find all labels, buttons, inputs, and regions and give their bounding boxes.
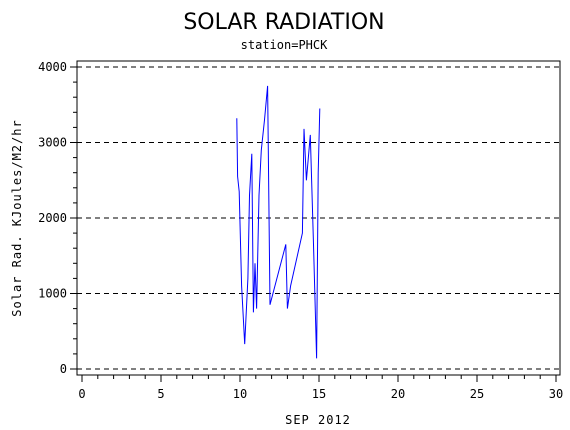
- y-tick-label-1000: 1000: [38, 287, 67, 301]
- gridlines: [77, 66, 560, 370]
- x-tick-labels: 0 5 10 15 20 25 30: [78, 387, 563, 401]
- chart-subtitle: station=PHCK: [241, 38, 328, 52]
- x-minor-ticks: [97, 375, 541, 379]
- y-tick-labels: 0 1000 2000 3000 4000: [38, 60, 67, 376]
- y-major-ticks: [70, 66, 77, 370]
- series-line-0: [236, 85, 321, 359]
- y-tick-label-3000: 3000: [38, 136, 67, 150]
- y-tick-label-4000: 4000: [38, 60, 67, 74]
- x-tick-label-25: 25: [470, 387, 484, 401]
- x-tick-label-10: 10: [233, 387, 247, 401]
- y-minor-ticks: [73, 81, 77, 355]
- y-tick-label-2000: 2000: [38, 211, 67, 225]
- x-tick-label-0: 0: [78, 387, 85, 401]
- y-tick-label-0: 0: [60, 362, 67, 376]
- chart-title: SOLAR RADIATION: [183, 10, 384, 35]
- x-tick-label-20: 20: [391, 387, 405, 401]
- x-axis-label: SEP 2012: [285, 413, 351, 427]
- series-group: [236, 85, 321, 359]
- x-tick-label-30: 30: [549, 387, 563, 401]
- y-axis-label: Solar Rad. KJoules/M2/hr: [10, 119, 24, 316]
- x-tick-label-5: 5: [157, 387, 164, 401]
- x-tick-label-15: 15: [312, 387, 326, 401]
- x-major-ticks: [81, 375, 557, 382]
- plot-frame: [76, 60, 561, 376]
